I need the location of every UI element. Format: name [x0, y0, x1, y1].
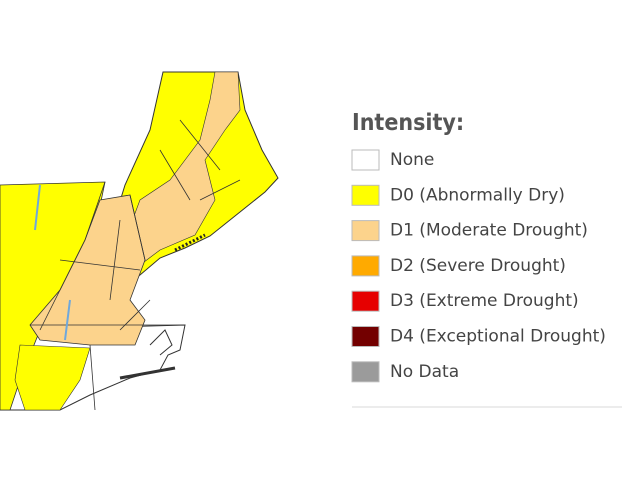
legend-swatch — [351, 255, 380, 277]
legend-swatch — [351, 149, 380, 171]
long-island — [119, 366, 176, 380]
legend-swatch — [351, 290, 380, 312]
legend-label: D3 (Extreme Drought) — [390, 291, 579, 311]
d1-region — [124, 71, 241, 266]
legend: None D0 (Abnormally Dry) D1 (Moderate Drou… — [351, 149, 606, 383]
cape-cod — [149, 329, 173, 356]
legend-label: D1 (Moderate Drought) — [390, 221, 588, 241]
legend-swatch — [351, 184, 380, 206]
legend-label: D4 (Exceptional Drought) — [390, 327, 606, 347]
drought-map — [0, 71, 279, 411]
legend-title: Intensity: — [352, 110, 464, 136]
coast-islands — [174, 233, 206, 252]
legend-label: No Data — [390, 362, 459, 382]
legend-swatch — [351, 326, 380, 347]
rivers — [34, 184, 71, 341]
legend-swatch — [351, 220, 380, 242]
borders — [30, 119, 241, 411]
legend-label: None — [390, 150, 434, 170]
legend-label: D0 (Abnormally Dry) — [390, 185, 565, 205]
legend-swatch — [351, 361, 380, 383]
legend-label: D2 (Severe Drought) — [390, 256, 566, 276]
